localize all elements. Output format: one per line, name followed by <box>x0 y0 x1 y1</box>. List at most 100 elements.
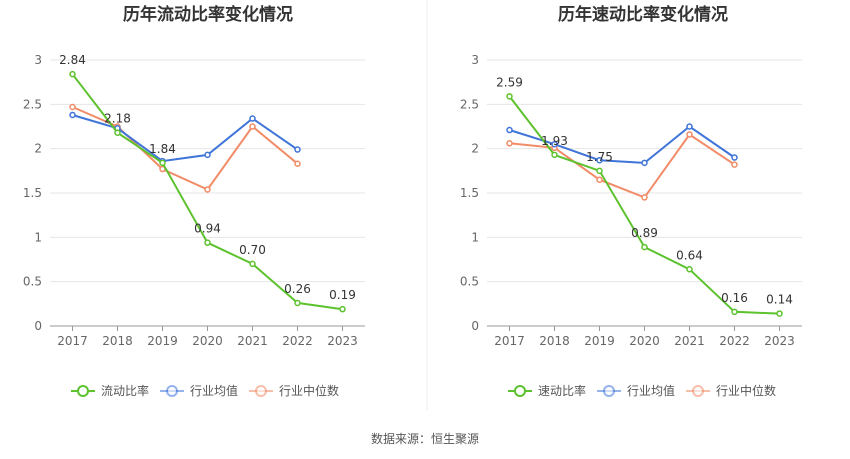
data-point <box>596 156 603 164</box>
data-label: 0.94 <box>194 222 221 236</box>
source-note: 数据来源：恒生聚源 <box>371 431 479 446</box>
data-point <box>551 140 558 148</box>
legend-label: 行业均值 <box>627 383 675 398</box>
legend-swatch-marker <box>77 385 89 397</box>
x-tick-label: 2018 <box>539 334 570 348</box>
y-tick-label: 1.5 <box>460 186 479 200</box>
y-tick-label: 1 <box>34 230 42 244</box>
legend-swatch-marker <box>255 385 267 397</box>
x-tick-label: 2022 <box>282 334 313 348</box>
data-point <box>204 239 211 246</box>
data-label: 1.75 <box>586 150 613 164</box>
y-tick-label: 1 <box>471 230 479 244</box>
data-point <box>204 151 211 159</box>
data-point <box>69 111 76 119</box>
x-tick-label: 2021 <box>674 334 705 348</box>
data-point <box>641 194 648 201</box>
data-point <box>596 167 603 175</box>
data-point <box>249 123 256 130</box>
data-label: 0.14 <box>766 293 793 307</box>
series-line <box>509 125 736 164</box>
data-point <box>506 126 513 134</box>
x-tick-label: 2019 <box>147 334 178 348</box>
data-point <box>294 299 301 307</box>
data-point <box>204 186 211 193</box>
data-point <box>69 70 76 78</box>
data-label: 0.64 <box>676 248 703 262</box>
data-label: 1.84 <box>149 142 176 156</box>
data-point <box>776 310 783 317</box>
data-point <box>506 140 513 147</box>
x-tick-label: 2021 <box>237 334 268 348</box>
data-label: 0.89 <box>631 226 658 240</box>
chart-panel-2: 历年速动比率变化情况 0 0.5 1 1.5 2 2.5 3 2017 2018 2019 2020 2… <box>460 4 802 398</box>
legend-swatch-marker <box>603 385 615 397</box>
x-tick-label: 2018 <box>102 334 133 348</box>
legend-swatch-marker <box>514 385 526 397</box>
data-point <box>731 154 738 161</box>
data-point <box>159 159 166 167</box>
data-point <box>294 160 301 167</box>
series-line <box>508 95 780 315</box>
legend-item: 行业均值 <box>597 383 675 398</box>
data-point <box>641 243 648 251</box>
data-point <box>249 115 256 122</box>
data-point <box>596 176 603 183</box>
data-label: 2.84 <box>59 53 86 67</box>
data-point <box>686 266 693 273</box>
x-tick-label: 2017 <box>57 334 88 348</box>
data-point <box>249 260 256 268</box>
data-point <box>69 103 76 111</box>
data-point <box>641 159 648 167</box>
legend-label: 行业均值 <box>190 383 238 398</box>
x-tick-label: 2020 <box>629 334 660 348</box>
legend-item: 行业中位数 <box>249 383 339 398</box>
data-label: 2.59 <box>496 75 523 89</box>
y-tick-label: 3 <box>471 53 479 67</box>
data-point <box>294 146 301 153</box>
y-tick-label: 3 <box>34 53 42 67</box>
legend-item: 行业中位数 <box>686 383 776 398</box>
series-line <box>72 114 299 163</box>
y-tick-label: 0 <box>34 319 42 333</box>
x-tick-label: 2020 <box>192 334 223 348</box>
y-tick-label: 0 <box>471 319 479 333</box>
y-tick-label: 2.5 <box>23 97 42 111</box>
legend-swatch-marker <box>692 385 704 397</box>
chart-title: 历年流动比率变化情况 <box>123 4 293 25</box>
y-tick-label: 2 <box>471 142 479 156</box>
chart-panel-1: 历年流动比率变化情况 0 0.5 1 1.5 2 2.5 3 2017 2018 2019 2020 2… <box>23 4 365 398</box>
x-tick-label: 2023 <box>764 334 795 348</box>
data-point <box>686 123 693 130</box>
data-label: 0.26 <box>284 282 311 296</box>
data-point <box>551 151 558 159</box>
x-tick-label: 2017 <box>494 334 525 348</box>
data-point <box>506 93 513 100</box>
data-point <box>731 308 738 316</box>
y-tick-label: 2.5 <box>460 97 479 111</box>
legend-swatch-marker <box>166 385 178 397</box>
data-label: 2.18 <box>104 112 131 126</box>
legend-item: 流动比率 <box>71 383 149 398</box>
x-tick-label: 2022 <box>719 334 750 348</box>
y-tick-label: 0.5 <box>460 275 479 289</box>
legend-label: 流动比率 <box>101 383 149 398</box>
data-label: 1.93 <box>541 134 568 148</box>
data-label: 0.16 <box>721 291 748 305</box>
data-point <box>339 305 346 313</box>
legend-label: 行业中位数 <box>279 383 339 398</box>
legend-label: 速动比率 <box>538 383 586 398</box>
y-tick-label: 0.5 <box>23 275 42 289</box>
y-tick-label: 1.5 <box>23 186 42 200</box>
data-label: 0.70 <box>239 243 266 257</box>
x-tick-label: 2023 <box>327 334 358 348</box>
y-tick-label: 2 <box>34 142 42 156</box>
data-point <box>686 131 693 138</box>
legend-item: 行业均值 <box>160 383 238 398</box>
series-line <box>509 133 736 199</box>
data-label: 0.19 <box>329 288 356 302</box>
chart-title: 历年速动比率变化情况 <box>558 4 728 25</box>
x-tick-label: 2019 <box>584 334 615 348</box>
data-point <box>114 129 121 136</box>
